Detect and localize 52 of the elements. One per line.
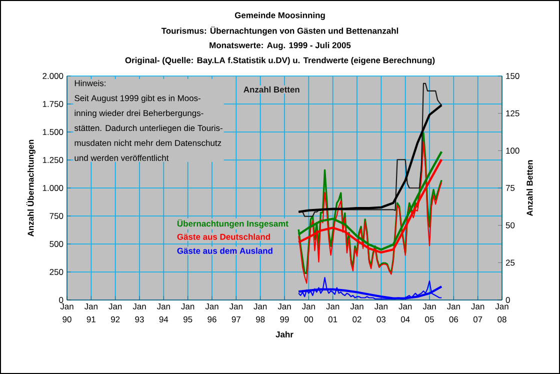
x-tick-label: Jan 07 [471, 304, 484, 322]
chart-subtitle: Tourismus: Übernachtungen von Gästen und Bettenanzahl [161, 26, 398, 36]
x-tick-label: Jan 03 [374, 304, 388, 322]
annotation: stätten. Dadurch unterliegen die Touris- [74, 124, 222, 133]
text: Gäste aus Deutschland [177, 234, 270, 240]
y-tick-label: 750 [50, 213, 64, 219]
x-tick-label: Jan 06 [446, 304, 460, 322]
text: Original- (Quelle: Bay.LA f.Statistik u.DV) u. Trendwerte (eigene Berechnung) [125, 57, 435, 65]
x-tick-label: Jan 92 [108, 304, 122, 322]
text: Gäste aus dem Ausland [177, 248, 272, 254]
y-tick-label: 0 [59, 297, 64, 303]
x-tick-label: Jan 01 [326, 304, 340, 322]
annotation: inning wieder drei Beherbergungs- [74, 110, 204, 118]
y-tick-label: 1.000 [42, 185, 64, 191]
text: Monatswerte: Aug. 1999 - Juli 2005 [210, 42, 351, 50]
y2-tick-label: 125 [506, 110, 520, 116]
y2-tick-label: 150 [506, 73, 520, 79]
y-tick-label: 500 [50, 241, 64, 247]
y-tick-label: 1.250 [42, 157, 64, 163]
y2-tick-label: 25 [506, 260, 515, 266]
y-axis-title: Anzahl Übernachtungen [26, 140, 36, 236]
x-tick-label: Jan 02 [350, 304, 364, 322]
x-tick-label: Jan 91 [84, 304, 98, 322]
x-tick-label: Jan 99 [278, 304, 291, 322]
y-tick-label: 250 [50, 269, 64, 275]
x-axis-title: Jahr [276, 331, 294, 338]
annotation: und werden veröffentlicht [74, 154, 169, 161]
y2-tick-label: 0 [506, 297, 510, 303]
y-tick-label: 1.750 [42, 101, 64, 107]
chart-title: Gemeinde Moosinning [234, 12, 325, 20]
x-tick-label: Jan 04 [398, 304, 412, 322]
y-tick-label: 1.500 [42, 129, 64, 135]
y-tick-label: 2.000 [42, 73, 64, 79]
x-tick-label: Jan 90 [60, 304, 74, 322]
y2-axis-title: Anzahl Betten [526, 160, 533, 216]
y2-tick-label: 75 [506, 185, 515, 191]
x-tick-label: Jan 96 [205, 304, 218, 322]
x-tick-label: Jan 94 [156, 304, 170, 322]
y2-tick-label: 50 [506, 222, 515, 228]
annotation: Hinweis: [74, 80, 106, 86]
x-tick-label: Jan 00 [302, 304, 315, 322]
annotation: Seit August 1999 gibt es in Moos- [74, 94, 200, 103]
x-tick-label: Jan 95 [181, 304, 194, 322]
text: Anzahl Betten [244, 86, 300, 93]
y2-tick-label: 100 [506, 148, 520, 154]
x-tick-label: Jan 05 [422, 304, 436, 322]
annotation: musdaten nicht mehr dem Datenschutz [74, 140, 222, 146]
x-tick-label: Jan 08 [495, 304, 508, 322]
x-tick-label: Jan 97 [229, 304, 242, 322]
series-label: Übernachtungen Insgesamt [177, 219, 288, 228]
x-tick-label: Jan 98 [254, 304, 267, 322]
x-tick-label: Jan 93 [132, 304, 146, 322]
